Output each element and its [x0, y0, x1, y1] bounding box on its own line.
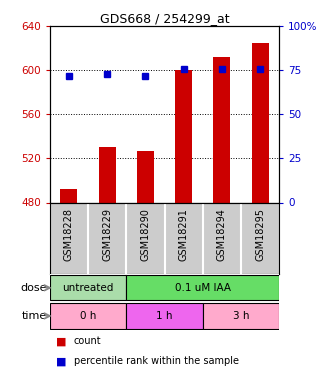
Text: untreated: untreated	[62, 283, 114, 293]
Bar	[50, 275, 126, 300]
Text: GSM18294: GSM18294	[217, 208, 227, 261]
Bar	[126, 303, 203, 328]
Title: GDS668 / 254299_at: GDS668 / 254299_at	[100, 12, 229, 25]
Text: ■: ■	[56, 336, 67, 346]
Text: 1 h: 1 h	[156, 311, 173, 321]
Bar	[60, 189, 77, 202]
Text: GSM18290: GSM18290	[140, 208, 150, 261]
Bar	[252, 43, 269, 203]
Text: 3 h: 3 h	[233, 311, 249, 321]
Bar	[175, 70, 192, 202]
Text: GSM18228: GSM18228	[64, 208, 74, 261]
Text: dose: dose	[20, 283, 47, 293]
Bar	[126, 275, 279, 300]
Text: 0 h: 0 h	[80, 311, 96, 321]
Bar	[203, 303, 279, 328]
Text: percentile rank within the sample: percentile rank within the sample	[74, 357, 239, 366]
Bar	[137, 151, 154, 202]
Text: GSM18295: GSM18295	[255, 208, 265, 261]
Bar	[50, 303, 126, 328]
Bar	[99, 147, 116, 202]
Bar	[213, 57, 230, 202]
Text: time: time	[21, 311, 47, 321]
Text: GSM18229: GSM18229	[102, 208, 112, 261]
Text: 0.1 uM IAA: 0.1 uM IAA	[175, 283, 231, 293]
Text: ■: ■	[56, 357, 67, 366]
Text: count: count	[74, 336, 101, 346]
Text: GSM18291: GSM18291	[179, 208, 189, 261]
